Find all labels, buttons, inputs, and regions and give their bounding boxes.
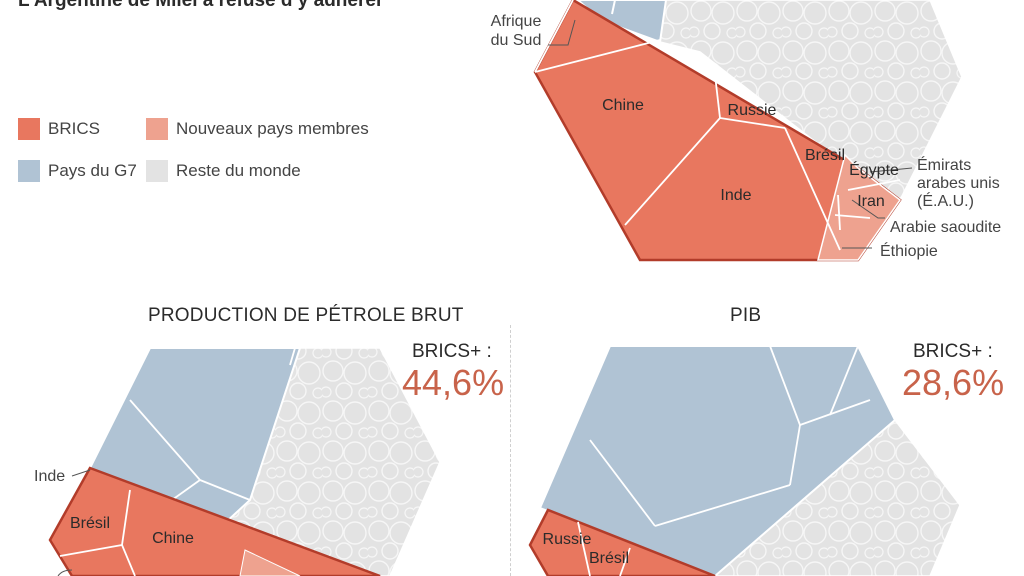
- legend-item-rest: Reste du monde: [146, 160, 301, 182]
- legend-item-new-members: Nouveaux pays membres: [146, 118, 369, 140]
- top-annotation-eau: Émirats arabes unis (É.A.U.): [917, 155, 1000, 210]
- top-label-russie: Russie: [728, 102, 777, 119]
- chart-oil: Inde Brésil Chine: [34, 347, 441, 576]
- gdp-label-bresil: Brésil: [589, 550, 629, 567]
- legend-item-brics: BRICS: [18, 118, 100, 140]
- top-g7-divider: [611, 0, 616, 15]
- top-label-inde: Inde: [720, 187, 751, 204]
- oil-label-bresil: Brésil: [70, 515, 110, 532]
- oil-label-chine: Chine: [152, 530, 194, 547]
- gdp-stat-value: 28,6%: [902, 362, 1005, 403]
- oil-cell-borders: [59, 489, 136, 576]
- top-new-members-region: [817, 153, 902, 261]
- panel-title-gdp: PIB: [730, 305, 762, 326]
- top-annotation-lines: [548, 19, 913, 249]
- oil-stat-value: 44,6%: [402, 362, 505, 403]
- legend: BRICS Nouveaux pays membres Pays du G7 R…: [18, 112, 398, 192]
- chart-top: Chine Inde Russie Brésil Égypte Iran Afr…: [491, 0, 1001, 262]
- top-annotation-arabie-saoudite: Arabie saoudite: [890, 219, 1001, 236]
- headline: L’Argentine de Milei a refusé d’y adhére…: [18, 0, 384, 11]
- legend-label-rest: Reste du monde: [176, 161, 301, 180]
- legend-label-g7: Pays du G7: [48, 161, 137, 180]
- chart-gdp: Russie Brésil: [528, 345, 961, 576]
- oil-annotation-callout: [57, 569, 73, 576]
- gdp-g7-borders: [589, 345, 871, 527]
- oil-stat-label: BRICS+ :: [412, 341, 492, 362]
- oil-new-members-region: [239, 549, 301, 576]
- panel-divider: [510, 325, 511, 576]
- top-label-egypte: Égypte: [849, 160, 899, 179]
- top-label-iran: Iran: [857, 193, 885, 210]
- legend-swatch-brics: [18, 118, 40, 140]
- top-annotation-ethiopie: Éthiopie: [880, 241, 938, 260]
- legend-swatch-rest: [146, 160, 168, 182]
- oil-brics-hull: [48, 466, 381, 576]
- gdp-cell-borders: [577, 521, 631, 576]
- oil-annotation-line-inde: [71, 469, 91, 477]
- top-annotation-afrique-du-sud: Afrique du Sud: [491, 13, 542, 49]
- gdp-brics-hull: [528, 508, 716, 576]
- legend-item-g7: Pays du G7: [18, 160, 137, 182]
- legend-swatch-g7: [18, 160, 40, 182]
- legend-label-brics: BRICS: [48, 119, 100, 138]
- legend-swatch-new-members: [146, 118, 168, 140]
- gdp-label-russie: Russie: [543, 531, 592, 548]
- gdp-stat-label: BRICS+ :: [913, 341, 993, 362]
- legend-label-new-members: Nouveaux pays membres: [176, 119, 369, 138]
- panel-title-oil: PRODUCTION DE PÉTROLE BRUT: [148, 305, 464, 326]
- top-label-bresil: Brésil: [805, 147, 845, 164]
- top-cell-borders: [534, 0, 901, 251]
- oil-annotation-inde: Inde: [34, 468, 65, 485]
- top-label-chine: Chine: [602, 97, 644, 114]
- gdp-g7-region: [538, 345, 897, 576]
